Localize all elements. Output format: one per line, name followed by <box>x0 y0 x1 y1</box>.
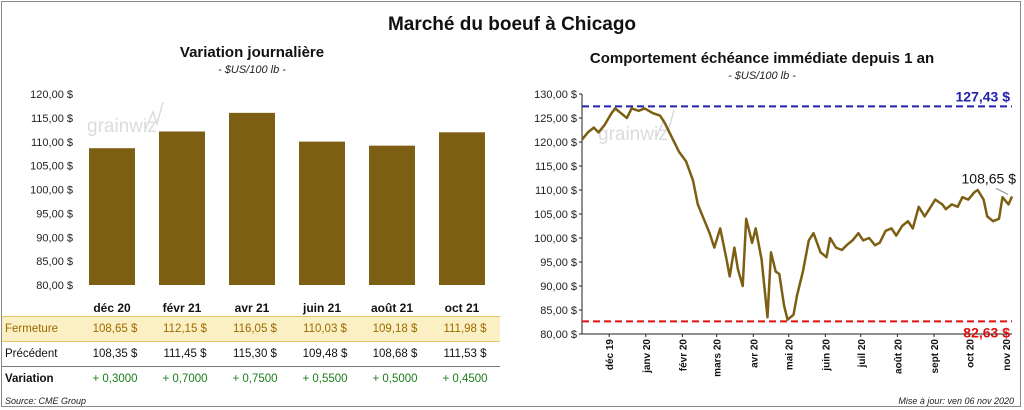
x-tick-label: janv 20 <box>642 339 653 374</box>
table-cell: 112,15 $ <box>150 316 220 342</box>
table-cell: 110,03 $ <box>290 316 360 342</box>
x-tick-label: avr 20 <box>749 339 760 368</box>
table-cell: 111,98 $ <box>430 316 500 342</box>
x-tick-label: août 21 <box>371 301 413 315</box>
y-tick-label: 115,00 $ <box>31 113 73 125</box>
x-tick-label: juin 21 <box>302 301 341 315</box>
y-tick-label: 110,00 $ <box>31 137 73 149</box>
y-tick-label: 100,00 $ <box>534 233 577 245</box>
bar-chart-subtitle: - $US/100 lb - <box>218 64 286 76</box>
table-cell: 108,65 $ <box>80 316 150 342</box>
row-label: Fermeture <box>2 316 80 342</box>
watermark-mark <box>144 101 164 131</box>
table-cell: 115,30 $ <box>233 348 277 360</box>
high-reference-label: 127,43 $ <box>956 88 1011 104</box>
y-tick-label: 85,00 $ <box>540 305 577 317</box>
table-cell: 109,18 $ <box>360 316 430 342</box>
y-tick-label: 105,00 $ <box>534 209 577 221</box>
y-tick-label: 120,00 $ <box>30 89 73 101</box>
table-row-precedent: Précédent 108,35 $ 111,45 $ 115,30 $ 109… <box>2 342 500 367</box>
bar-chart: 80,00 $ 85,00 $ 90,00 $ 95,00 $ 100,00 $ 105,… <box>30 89 485 315</box>
line-chart: 80,00 $ 85,00 $ 90,00 $ 95,00 $ 100,00 $ 105,… <box>534 88 1017 377</box>
price-table: Fermeture 108,65 $ 112,15 $ 116,05 $ 110… <box>2 316 500 391</box>
watermark-text: grainwiz <box>87 116 157 137</box>
table-row-variation: Variation + 0,3000 + 0,7000 + 0,7500 + 0… <box>2 366 500 391</box>
table-cell: 108,68 $ <box>372 348 418 360</box>
x-tick-label: mai 20 <box>785 339 796 371</box>
x-tick-label: déc 19 <box>605 339 616 371</box>
y-tick-label: 90,00 $ <box>36 232 73 244</box>
row-label: Précédent <box>5 348 58 360</box>
y-tick-label: 95,00 $ <box>36 208 73 220</box>
bar <box>299 141 345 285</box>
bar <box>159 131 205 285</box>
bar <box>439 132 485 285</box>
x-tick-label: août 20 <box>893 339 904 374</box>
table-cell: + 0,3000 <box>80 366 150 391</box>
y-tick-label: 80,00 $ <box>540 329 577 341</box>
low-reference-label: 82,63 $ <box>963 324 1010 340</box>
table-cell: 111,45 $ <box>163 348 207 360</box>
bar-chart-title: Variation journalière <box>179 44 325 61</box>
y-tick-label: 115,00 $ <box>535 161 577 173</box>
source-note: Source: CME Group <box>5 396 87 406</box>
line-chart-title: Comportement échéance immédiate depuis 1… <box>589 50 935 67</box>
last-value-leader <box>995 188 1009 195</box>
x-tick-label: juil 20 <box>857 339 868 369</box>
table-cell: + 0,5500 <box>290 366 360 391</box>
table-cell: 116,05 $ <box>220 316 290 342</box>
table-cell: + 0,5000 <box>360 366 430 391</box>
x-tick-label: avr 21 <box>235 301 270 315</box>
y-tick-label: 105,00 $ <box>30 161 73 173</box>
y-tick-label: 110,00 $ <box>535 185 577 197</box>
last-value-label: 108,65 $ <box>962 170 1017 186</box>
y-tick-label: 120,00 $ <box>534 137 577 149</box>
table-cell: + 0,7500 <box>220 366 290 391</box>
x-tick-label: déc 20 <box>93 301 131 315</box>
table-cell: 108,35 $ <box>92 348 138 360</box>
x-tick-label: mars 20 <box>713 339 724 377</box>
watermark: grainwiz <box>87 101 164 137</box>
price-series-line <box>581 107 1014 321</box>
table-cell: + 0,4500 <box>430 366 500 391</box>
y-tick-label: 125,00 $ <box>534 113 577 125</box>
watermark-text: grainwiz <box>598 124 668 145</box>
bar <box>89 148 135 285</box>
table-row-fermeture: Fermeture 108,65 $ 112,15 $ 116,05 $ 110… <box>2 316 500 342</box>
x-tick-label: oct 20 <box>965 339 976 368</box>
y-tick-label: 80,00 $ <box>36 280 73 292</box>
table-cell: 109,48 $ <box>302 348 348 360</box>
x-tick-label: nov 20 <box>1002 339 1013 371</box>
update-note: Mise à jour: ven 06 nov 2020 <box>898 396 1014 406</box>
row-label: Variation <box>2 366 80 391</box>
main-title: Marché du boeuf à Chicago <box>387 14 637 35</box>
bar <box>229 112 275 285</box>
x-tick-label: févr 20 <box>678 339 689 372</box>
y-tick-label: 95,00 $ <box>540 257 577 269</box>
table-cell: + 0,7000 <box>150 366 220 391</box>
x-tick-label: oct 21 <box>445 301 480 315</box>
y-tick-label: 100,00 $ <box>30 185 73 197</box>
line-chart-subtitle: - $US/100 lb - <box>728 70 796 82</box>
y-tick-label: 90,00 $ <box>540 281 577 293</box>
x-tick-label: sept 20 <box>930 339 941 374</box>
y-tick-label: 130,00 $ <box>534 89 577 101</box>
table-cell: 111,53 $ <box>443 348 487 360</box>
x-tick-label: juin 20 <box>821 339 832 372</box>
x-tick-label: févr 21 <box>163 301 202 315</box>
bar <box>369 145 415 285</box>
y-tick-label: 85,00 $ <box>36 256 73 268</box>
